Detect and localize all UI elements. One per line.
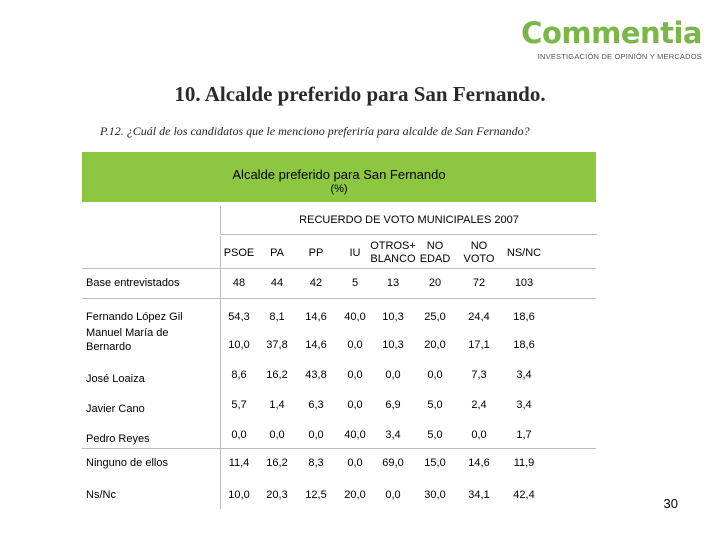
table-cell: 7,3 (471, 369, 487, 381)
column-header: PA (270, 246, 284, 259)
table-cell: 1,7 (516, 429, 532, 441)
table-cell: 103 (514, 277, 534, 289)
logo-tagline: INVESTIGACIÓN DE OPINIÓN Y MERCADOS (537, 52, 702, 61)
banner-subtitle: (%) (330, 183, 348, 195)
table-cell: 69,0 (382, 457, 404, 469)
table-cell: 20,3 (266, 489, 288, 501)
table-cell: 0,0 (347, 399, 363, 411)
table-cell: 0,0 (471, 429, 487, 441)
table-cell: 2,4 (471, 399, 487, 411)
row-label: Manuel María de Bernardo (86, 327, 169, 353)
group-header: RECUERDO DE VOTO MUNICIPALES 2007 (220, 206, 597, 235)
table-cell: 14,6 (305, 311, 327, 323)
table-cell: 18,6 (513, 339, 535, 351)
page-number: 30 (663, 496, 678, 511)
data-table: RECUERDO DE VOTO MUNICIPALES 2007 PSOE PA… (82, 202, 597, 509)
table-cell: 16,2 (266, 457, 288, 469)
company-logo: Commentia INVESTIGACIÓN DE OPINIÓN Y MER… (521, 16, 702, 61)
table-cell: 3,4 (516, 399, 532, 411)
table-cell: 0,0 (347, 369, 363, 381)
row-label: Ns/Nc (86, 489, 116, 501)
table-cell: 34,1 (468, 489, 490, 501)
table-cell: 54,3 (228, 311, 250, 323)
logo-name: Commentia (521, 16, 702, 50)
table-cell: 0,0 (231, 429, 247, 441)
table-cell: 17,1 (468, 339, 490, 351)
table-cell: 14,6 (468, 457, 490, 469)
table-cell: 37,8 (266, 339, 288, 351)
table-cell: 11,9 (513, 457, 535, 469)
table-cell: 43,8 (305, 369, 327, 381)
table-cell: 8,3 (308, 457, 324, 469)
table-cell: 20 (428, 277, 442, 289)
table-divider (82, 448, 596, 449)
table-cell: 10,0 (228, 489, 250, 501)
column-header: NO EDAD (419, 240, 451, 265)
table-cell: 72 (472, 277, 486, 289)
row-label: Fernando López Gil (86, 311, 183, 323)
table-divider (82, 268, 596, 269)
table-cell: 6,3 (308, 399, 324, 411)
table-cell: 8,6 (231, 369, 247, 381)
row-label: Ninguno de ellos (86, 457, 168, 469)
table-cell: 10,3 (382, 339, 404, 351)
table-cell: 5 (351, 277, 359, 289)
table-cell: 0,0 (427, 369, 443, 381)
table-banner: Alcalde preferido para San Fernando (%) (82, 152, 596, 202)
table-cell: 1,4 (269, 399, 285, 411)
table-cell: 0,0 (385, 489, 401, 501)
table-cell: 14,6 (305, 339, 327, 351)
table-cell: 40,0 (344, 429, 366, 441)
page-title: 10. Alcalde preferido para San Fernando. (174, 82, 546, 106)
table-cell: 8,1 (269, 311, 285, 323)
table-cell: 15,0 (424, 457, 446, 469)
table-cell: 0,0 (385, 369, 401, 381)
table-cell: 42 (309, 277, 323, 289)
table-cell: 30,0 (424, 489, 446, 501)
column-header: IU (349, 246, 361, 259)
table-cell: 13 (386, 277, 400, 289)
table-cell: 10,0 (228, 339, 250, 351)
table-cell: 11,4 (228, 457, 250, 469)
table-cell: 18,6 (513, 311, 535, 323)
table-cell: 0,0 (347, 457, 363, 469)
table-cell: 0,0 (347, 339, 363, 351)
row-label: José Loaiza (86, 373, 145, 385)
table-divider (82, 298, 596, 299)
column-header: NO VOTO (463, 240, 495, 265)
column-header: PP (308, 246, 324, 259)
table-divider (220, 236, 221, 509)
table-cell: 5,0 (427, 399, 443, 411)
banner-title: Alcalde preferido para San Fernando (232, 167, 446, 182)
column-header: PSOE (223, 246, 255, 259)
row-label: Javier Cano (86, 403, 145, 415)
table-cell: 0,0 (308, 429, 324, 441)
table-cell: 20,0 (344, 489, 366, 501)
column-header: NS/NC (506, 246, 542, 259)
table-cell: 5,7 (231, 399, 247, 411)
table-cell: 0,0 (269, 429, 285, 441)
table-cell: 6,9 (385, 399, 401, 411)
column-header: OTROS+ BLANCO (370, 240, 416, 265)
table-cell: 12,5 (305, 489, 327, 501)
table-cell: 48 (232, 277, 246, 289)
table-cell: 24,4 (468, 311, 490, 323)
table-cell: 5,0 (427, 429, 443, 441)
row-label: Base entrevistados (86, 277, 180, 289)
row-label: Pedro Reyes (86, 433, 150, 445)
table-cell: 10,3 (382, 311, 404, 323)
table-cell: 16,2 (266, 369, 288, 381)
table-cell: 20,0 (424, 339, 446, 351)
table-cell: 42,4 (513, 489, 535, 501)
table-cell: 3,4 (385, 429, 401, 441)
table-cell: 44 (270, 277, 284, 289)
table-cell: 40,0 (344, 311, 366, 323)
question-text: P.12. ¿Cuál de los candidatos que le men… (100, 124, 530, 138)
table-cell: 3,4 (516, 369, 532, 381)
table-cell: 25,0 (424, 311, 446, 323)
